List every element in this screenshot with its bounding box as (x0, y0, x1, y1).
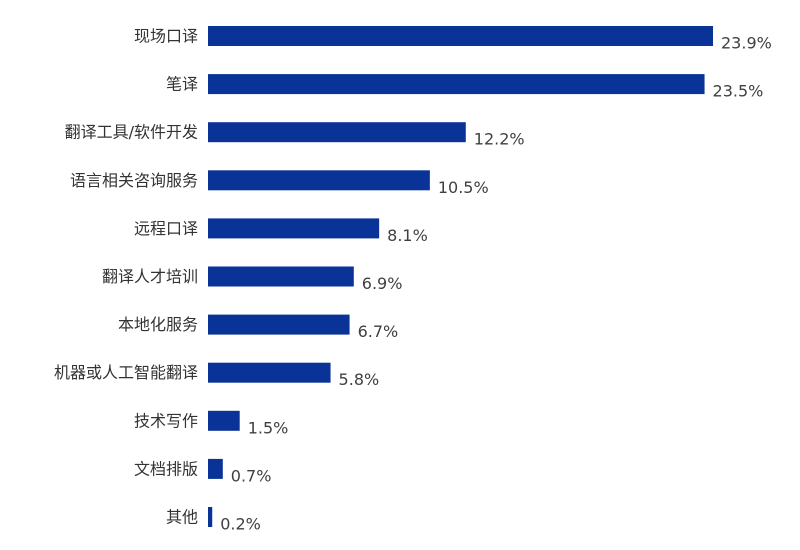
category-label: 机器或人工智能翻译 (54, 363, 198, 382)
value-label: 8.1% (387, 226, 428, 245)
category-label: 翻译工具/软件开发 (65, 123, 198, 142)
value-label: 1.5% (248, 418, 289, 437)
bar-group: 翻译工具/软件开发 12.2% (65, 122, 525, 149)
category-label: 其他 (166, 508, 198, 527)
bar-group: 语言相关咨询服务 10.5% (70, 170, 489, 197)
category-label: 语言相关咨询服务 (70, 171, 198, 190)
category-label: 技术写作 (134, 411, 198, 430)
bar (208, 26, 713, 46)
value-label: 23.5% (713, 82, 764, 101)
bar-group: 文档排版 0.7% (134, 458, 272, 485)
bar (208, 362, 331, 383)
bar (208, 122, 466, 143)
bar-group: 机器或人工智能翻译 5.8% (54, 362, 380, 389)
bar (208, 507, 213, 527)
bar-group: 笔译 23.5% (166, 74, 763, 101)
bar-group: 翻译人才培训 6.9% (102, 266, 403, 293)
bar (208, 410, 240, 431)
bar (208, 218, 380, 239)
bar (208, 74, 705, 95)
value-label: 0.2% (220, 515, 261, 534)
category-label: 现场口译 (134, 27, 198, 46)
value-label: 12.2% (474, 130, 525, 149)
category-label: 远程口译 (134, 219, 198, 238)
value-label: 0.7% (231, 466, 272, 485)
value-label: 23.9% (721, 34, 772, 53)
bar (208, 314, 350, 335)
bar-group: 技术写作 1.5% (134, 410, 289, 437)
category-label: 文档排版 (134, 459, 198, 478)
bar-group: 远程口译 8.1% (134, 218, 428, 245)
bar-group: 本地化服务 6.7% (118, 314, 399, 341)
bar (208, 458, 223, 479)
value-label: 5.8% (339, 370, 380, 389)
value-label: 6.9% (362, 274, 403, 293)
bar-group: 其他 0.2% (166, 507, 261, 534)
category-label: 翻译人才培训 (102, 267, 198, 286)
value-label: 10.5% (438, 178, 489, 197)
category-label: 笔译 (166, 75, 198, 94)
bar (208, 266, 354, 287)
bar (208, 170, 430, 191)
category-label: 本地化服务 (118, 315, 198, 334)
bar-group: 现场口译 23.9% (134, 26, 772, 53)
value-label: 6.7% (358, 322, 399, 341)
